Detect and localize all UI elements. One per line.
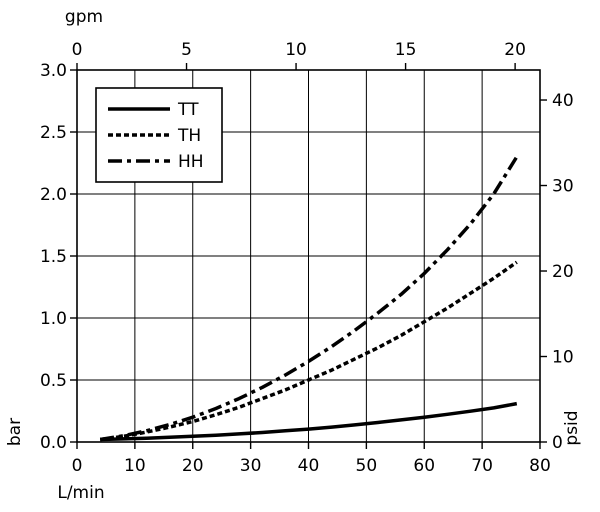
legend-label-th: TH [177,126,201,146]
y-axis-label: bar [5,418,25,446]
right-tick-label-2: 20 [552,262,574,282]
top-axis-label: gpm [65,7,103,27]
y-tick-label-1: 0.5 [40,371,67,391]
right-tick-label-3: 30 [552,177,574,197]
x-tick-label-8: 80 [529,456,551,476]
y-tick-label-2: 1.0 [40,309,67,329]
y-tick-label-3: 1.5 [40,247,67,267]
x-tick-label-0: 0 [72,456,83,476]
x-tick-label-6: 60 [413,456,435,476]
x-axis-label: L/min [57,483,104,503]
x-tick-label-2: 20 [182,456,204,476]
y-tick-label-6: 3.0 [40,61,67,81]
right-tick-label-1: 10 [552,348,574,368]
legend-label-tt: TT [177,100,199,120]
right-axis-label: psid [562,410,582,445]
x-tick-label-1: 10 [124,456,146,476]
x-tick-label-7: 70 [471,456,493,476]
top-tick-label-4: 20 [504,40,526,60]
top-tick-label-0: 0 [72,40,83,60]
series-line-tt [100,401,518,442]
y-tick-label-0: 0.0 [40,433,67,453]
top-tick-label-3: 15 [395,40,417,60]
x-tick-label-3: 30 [240,456,262,476]
top-tick-label-1: 5 [181,40,192,60]
top-tick-label-2: 10 [285,40,307,60]
right-tick-label-0: 0 [552,433,563,453]
series-line-th [99,260,518,442]
y-tick-label-5: 2.5 [40,123,67,143]
x-tick-label-4: 40 [298,456,320,476]
right-tick-label-4: 40 [552,91,574,111]
x-tick-label-5: 50 [356,456,378,476]
series-line-hh [99,155,519,442]
y-tick-label-4: 2.0 [40,185,67,205]
legend-label-hh: HH [178,152,204,172]
